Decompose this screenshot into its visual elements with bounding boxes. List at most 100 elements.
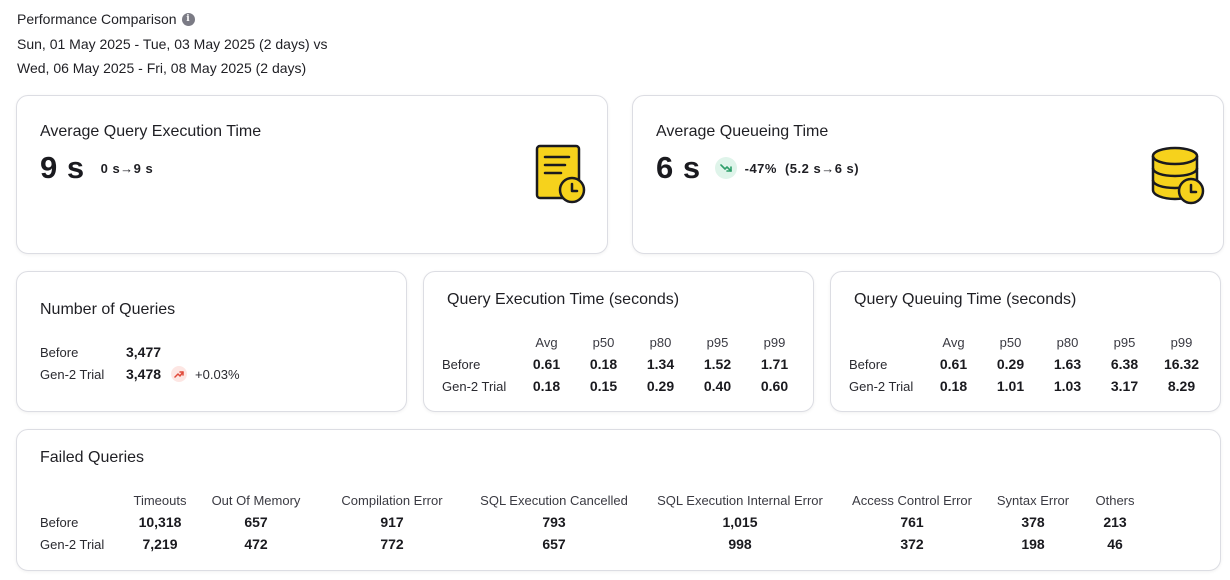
queue-time-title: Query Queuing Time (seconds) [854, 291, 1077, 308]
num-queries-card: Number of Queries Before 3,477 Gen-2 Tri… [16, 271, 407, 412]
cell: 0.18 [939, 378, 968, 394]
exec-time-table: Avg p50 p80 p95 p99 Before 0.61 0.18 1.3… [442, 331, 803, 397]
avg-queue-range: (5.2 s→6 s) [784, 160, 860, 176]
table-corner [849, 331, 925, 353]
avg-queue-title: Average Queueing Time [656, 123, 829, 140]
avg-exec-value: 9 s [40, 150, 85, 185]
cell: 0.40 [703, 378, 732, 394]
cell: 1.03 [1053, 378, 1082, 394]
cell: 372 [900, 536, 924, 552]
exec-time-title: Query Execution Time (seconds) [447, 291, 680, 308]
cell: 3.17 [1110, 378, 1139, 394]
failed-queries-table: Timeouts Out Of Memory Compilation Error… [40, 489, 1150, 555]
cell: 213 [1103, 514, 1127, 530]
num-queries-before-row: Before 3,477 [40, 344, 161, 360]
table-row: Gen-2 Trial 0.18 1.01 1.03 3.17 8.29 [849, 375, 1210, 397]
column-header: Avg [535, 334, 558, 350]
cell: 0.60 [760, 378, 789, 394]
column-header: SQL Execution Internal Error [657, 492, 823, 508]
column-header: Compilation Error [341, 492, 443, 508]
table-corner [442, 331, 518, 353]
cell: 793 [542, 514, 566, 530]
table-row: Gen-2 Trial 0.18 0.15 0.29 0.40 0.60 [442, 375, 803, 397]
cell: 10,318 [138, 514, 182, 530]
column-header: p80 [1056, 334, 1079, 350]
avg-queue-value: 6 s [656, 150, 701, 185]
column-header: Timeouts [133, 492, 187, 508]
trial-value: 3,478 [126, 366, 162, 382]
row-label: Gen-2 Trial [40, 536, 105, 552]
column-header: p80 [649, 334, 672, 350]
cell: 6.38 [1110, 356, 1139, 372]
column-header: SQL Execution Cancelled [480, 492, 628, 508]
trend-up-icon [171, 366, 188, 382]
queue-time-table: Avg p50 p80 p95 p99 Before 0.61 0.29 1.6… [849, 331, 1210, 397]
cell: 998 [728, 536, 752, 552]
document-clock-icon [534, 144, 588, 209]
page-title-text: Performance Comparison [17, 11, 177, 27]
trial-change: +0.03% [195, 366, 240, 382]
column-header: p95 [1113, 334, 1136, 350]
failed-queries-card: Failed Queries Timeouts Out Of Memory Co… [16, 429, 1221, 571]
column-header: p50 [592, 334, 615, 350]
avg-exec-title: Average Query Execution Time [40, 123, 262, 140]
before-value: 3,477 [126, 344, 162, 360]
cell: 0.18 [532, 378, 561, 394]
avg-queue-change: -47% [744, 160, 777, 176]
cell: 472 [244, 536, 268, 552]
cell: 0.29 [996, 356, 1025, 372]
column-header: Syntax Error [996, 492, 1070, 508]
cell: 657 [244, 514, 268, 530]
failed-queries-title: Failed Queries [40, 449, 145, 466]
row-label: Gen-2 Trial [849, 378, 914, 394]
column-header: Avg [942, 334, 965, 350]
cell: 16.32 [1163, 356, 1200, 372]
row-label: Before [442, 356, 481, 372]
cell: 0.29 [646, 378, 675, 394]
num-queries-trial-row: Gen-2 Trial 3,478 +0.03% [40, 366, 240, 382]
column-header: Access Control Error [852, 492, 972, 508]
cell: 1.63 [1053, 356, 1082, 372]
cell: 1.34 [646, 356, 675, 372]
queue-time-header-row: Avg p50 p80 p95 p99 [849, 331, 1210, 353]
column-header: Out Of Memory [211, 492, 301, 508]
cell: 657 [542, 536, 566, 552]
avg-queue-value-row: 6 s -47% (5.2 s→6 s) [656, 150, 859, 186]
cell: 8.29 [1167, 378, 1196, 394]
cell: 0.15 [589, 378, 618, 394]
exec-time-header-row: Avg p50 p80 p95 p99 [442, 331, 803, 353]
avg-queue-change-group: -47% (5.2 s→6 s) [714, 157, 860, 179]
avg-exec-value-row: 9 s 0 s→9 s [40, 150, 153, 186]
cell: 0.61 [939, 356, 968, 372]
trend-down-icon [714, 157, 737, 179]
avg-exec-range: 0 s→9 s [100, 160, 154, 176]
table-row: Before 10,318 657 917 793 1,015 761 378 … [40, 511, 1150, 533]
failed-header-row: Timeouts Out Of Memory Compilation Error… [40, 489, 1150, 511]
column-header: p99 [763, 334, 786, 350]
cell: 0.18 [589, 356, 618, 372]
cell: 772 [380, 536, 404, 552]
column-header: p95 [706, 334, 729, 350]
table-row: Before 0.61 0.18 1.34 1.52 1.71 [442, 353, 803, 375]
exec-time-card: Query Execution Time (seconds) Avg p50 p… [423, 271, 814, 412]
cell: 7,219 [142, 536, 178, 552]
column-header: Others [1095, 492, 1135, 508]
cell: 0.61 [532, 356, 561, 372]
avg-exec-card: Average Query Execution Time 9 s 0 s→9 s [16, 95, 608, 254]
cell: 1.52 [703, 356, 732, 372]
page-title: Performance Comparison i [17, 11, 195, 27]
date-range-after: Wed, 06 May 2025 - Fri, 08 May 2025 (2 d… [17, 60, 307, 76]
queue-time-card: Query Queuing Time (seconds) Avg p50 p80… [830, 271, 1221, 412]
cell: 198 [1021, 536, 1045, 552]
table-row: Gen-2 Trial 7,219 472 772 657 998 372 19… [40, 533, 1150, 555]
cell: 1.71 [760, 356, 789, 372]
cell: 761 [900, 514, 924, 530]
cell: 378 [1021, 514, 1045, 530]
avg-queue-card: Average Queueing Time 6 s -47% (5.2 s→6 … [632, 95, 1224, 254]
row-label: Before [849, 356, 888, 372]
info-icon[interactable]: i [181, 12, 195, 26]
cell: 1.01 [996, 378, 1025, 394]
table-corner [40, 489, 126, 511]
cell: 46 [1107, 536, 1123, 552]
trial-label: Gen-2 Trial [40, 366, 105, 382]
